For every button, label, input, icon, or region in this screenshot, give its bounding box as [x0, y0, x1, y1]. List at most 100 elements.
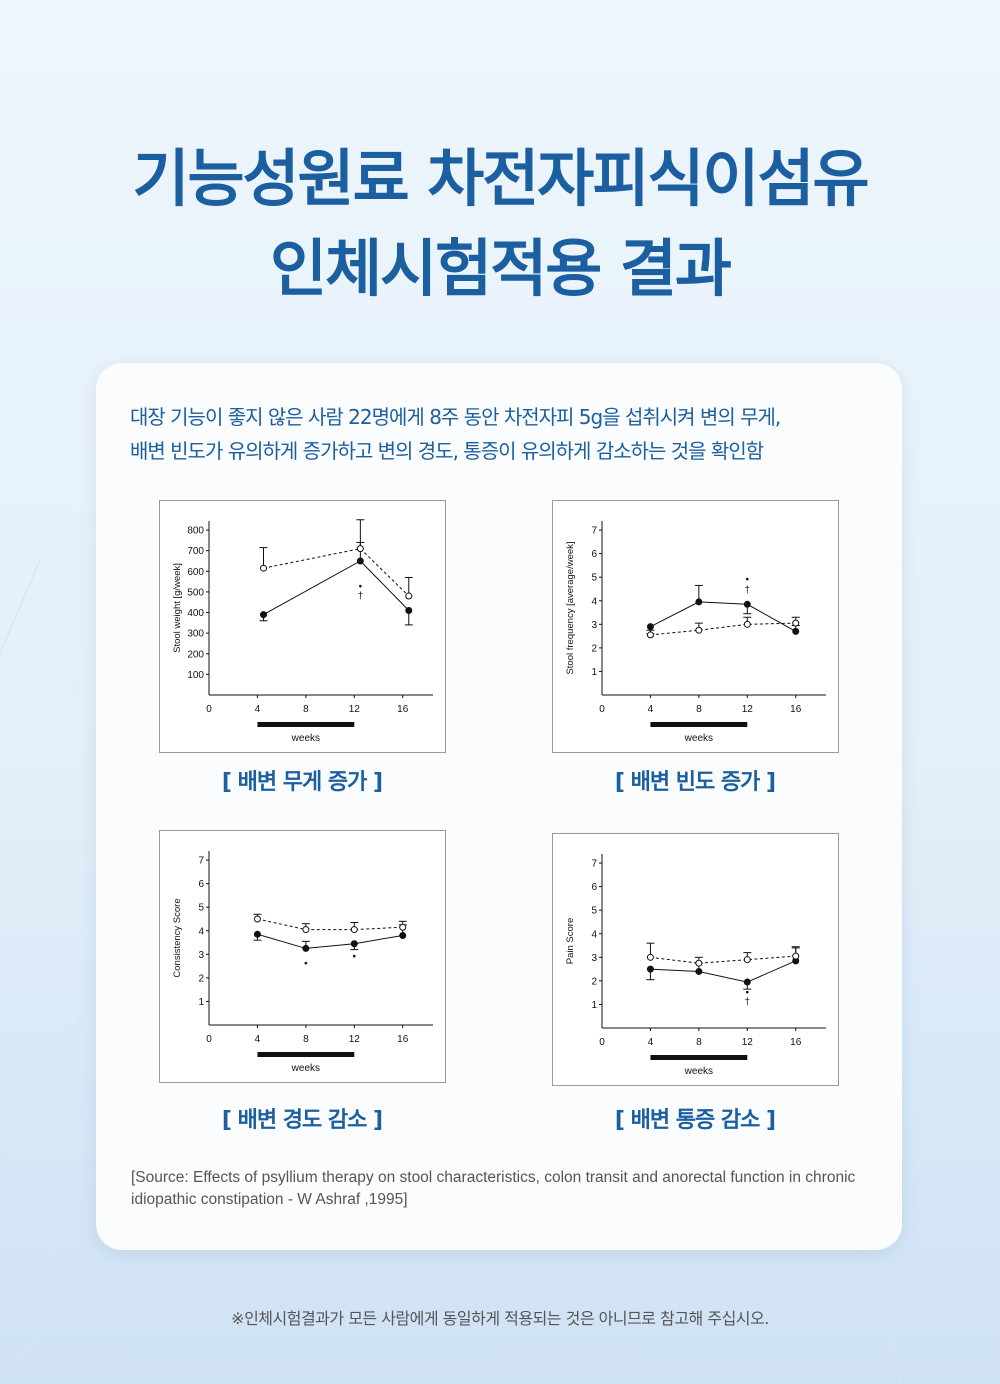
y-tick-label: 3 [591, 953, 597, 964]
data-point-filled [405, 606, 413, 614]
description-line: 대장 기능이 좋지 않은 사람 22명에게 8주 동안 차전자피 5g을 섭취시… [130, 405, 781, 429]
y-tick-label: 4 [198, 926, 204, 937]
y-tick-label: 4 [591, 596, 597, 607]
significance-marker: • [746, 574, 750, 585]
data-point-open [259, 564, 267, 572]
y-tick-label: 5 [198, 903, 204, 914]
study-description: 대장 기능이 좋지 않은 사람 22명에게 8주 동안 차전자피 5g을 섭취시… [130, 400, 890, 468]
series-line-dashed [650, 622, 796, 636]
data-point-open [253, 915, 261, 923]
y-axis-label: Consistency Score [172, 898, 183, 977]
y-tick-label: 7 [198, 856, 204, 867]
x-axis-label: weeks [684, 733, 713, 744]
series-line-dashed [257, 918, 403, 931]
series-line-solid [650, 601, 796, 632]
data-point-filled [259, 611, 267, 619]
y-tick-label: 600 [187, 567, 204, 578]
x-tick-label: 16 [790, 1037, 802, 1048]
x-tick-label: 12 [742, 1037, 754, 1048]
data-point-open [646, 631, 654, 639]
series-line-dashed [263, 548, 410, 597]
x-tick-label: 12 [349, 1034, 361, 1045]
data-point-filled [695, 598, 703, 606]
y-tick-label: 2 [591, 976, 597, 987]
y-tick-label: 5 [591, 906, 597, 917]
treatment-period-bar [257, 1052, 355, 1057]
x-axis-label: weeks [291, 1063, 320, 1074]
data-point-open [695, 959, 703, 967]
treatment-period-bar [257, 722, 355, 727]
y-tick-label: 7 [591, 526, 597, 537]
x-tick-label: 0 [599, 1037, 605, 1048]
y-tick-label: 4 [591, 929, 597, 940]
data-point-filled [356, 557, 364, 565]
description-line: 배변 빈도가 유의하게 증가하고 변의 경도, 통증이 유의하게 감소하는 것을… [130, 439, 764, 463]
x-tick-label: 8 [303, 1034, 309, 1045]
data-point-filled [743, 978, 751, 986]
data-point-open [399, 923, 407, 931]
y-tick-label: 6 [591, 549, 597, 560]
significance-marker: † [745, 997, 751, 1008]
data-point-open [695, 626, 703, 634]
data-point-open [743, 956, 751, 964]
y-tick-label: 200 [187, 649, 204, 660]
chart-stool-frequency: 1 2 3 4 5 6 7 0 4 8 12 16 weeks Stool frequency [aver… [552, 500, 839, 753]
data-point-open [646, 953, 654, 961]
data-point-filled [743, 600, 751, 608]
data-point-open [792, 619, 800, 627]
series-line-solid [650, 960, 796, 983]
caption-consistency: [ 배변 경도 감소 ] [221, 1108, 383, 1133]
x-tick-label: 12 [742, 704, 754, 715]
x-tick-label: 16 [397, 1034, 409, 1045]
x-tick-label: 4 [648, 1037, 654, 1048]
y-tick-label: 400 [187, 608, 204, 619]
x-axis-label: weeks [684, 1066, 713, 1077]
page-title-line2: 인체시험적용 결과 [270, 232, 732, 305]
x-tick-label: 4 [648, 704, 654, 715]
series-line-solid [263, 560, 410, 616]
data-point-open [302, 926, 310, 934]
y-tick-label: 1 [198, 997, 204, 1008]
y-tick-label: 1 [591, 667, 597, 678]
source-citation: [Source: Effects of psyllium therapy on … [131, 1169, 856, 1208]
data-point-open [792, 952, 800, 960]
y-tick-label: 300 [187, 629, 204, 640]
caption-stool-frequency: [ 배변 빈도 증가 ] [614, 770, 776, 795]
y-tick-label: 6 [198, 879, 204, 890]
data-point-open [405, 592, 413, 600]
y-tick-label: 3 [198, 950, 204, 961]
data-point-filled [646, 965, 654, 973]
y-tick-label: 2 [591, 643, 597, 654]
data-point-filled [253, 930, 261, 938]
data-point-filled [302, 944, 310, 952]
significance-marker: † [745, 585, 751, 596]
y-tick-label: 7 [591, 859, 597, 870]
treatment-period-bar [650, 722, 748, 727]
significance-marker: † [358, 591, 364, 602]
y-axis-label: Pain Score [565, 918, 576, 964]
y-tick-label: 500 [187, 587, 204, 598]
x-tick-label: 16 [397, 704, 409, 715]
significance-marker: • [359, 582, 363, 593]
x-tick-label: 0 [599, 704, 605, 715]
x-axis-label: weeks [291, 733, 320, 744]
significance-marker: • [353, 951, 357, 962]
y-tick-label: 2 [198, 973, 204, 984]
y-tick-label: 3 [591, 620, 597, 631]
series-line-dashed [650, 955, 796, 964]
data-point-open [350, 926, 358, 934]
data-point-filled [350, 940, 358, 948]
x-tick-label: 4 [255, 704, 261, 715]
x-tick-label: 12 [349, 704, 361, 715]
data-point-open [356, 545, 364, 553]
x-tick-label: 8 [696, 704, 702, 715]
data-point-open [743, 620, 751, 628]
significance-marker: • [746, 987, 750, 998]
y-axis-label: Stool weight [g/week] [172, 563, 183, 653]
series-line-solid [257, 933, 403, 949]
y-tick-label: 100 [187, 670, 204, 681]
y-axis-label: Stool frequency [average/week] [565, 541, 576, 674]
